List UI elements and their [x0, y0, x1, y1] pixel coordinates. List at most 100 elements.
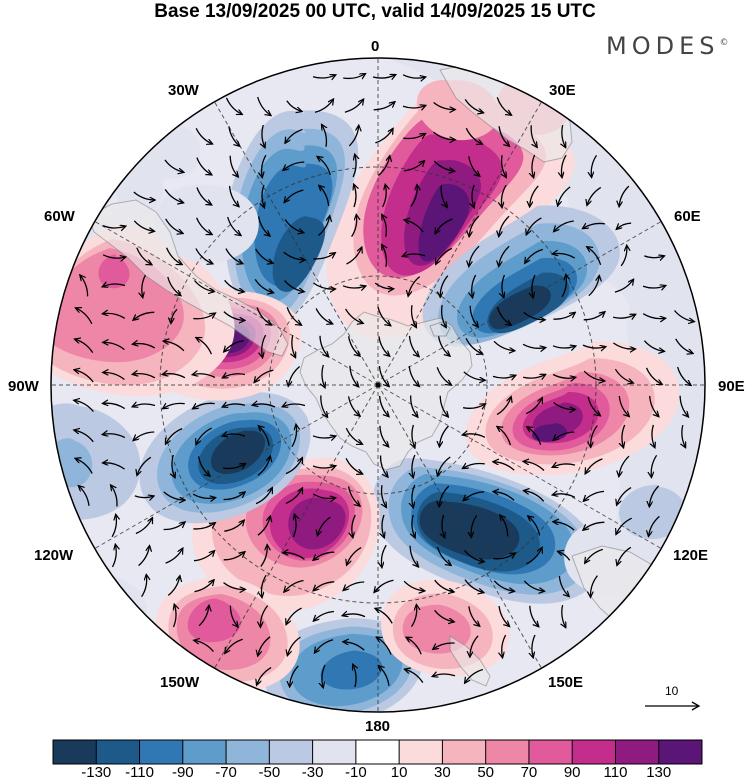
south-pole-marker	[375, 382, 381, 388]
wind-arrow	[617, 222, 632, 229]
wind-arrow	[471, 514, 478, 536]
wind-arrow	[285, 579, 304, 592]
wind-arrow	[562, 604, 566, 627]
wind-arrow	[591, 425, 598, 447]
wind-arrow	[229, 155, 238, 177]
colorbar-swatch	[442, 740, 486, 764]
colorbar-swatch	[96, 740, 140, 764]
wind-arrow	[376, 609, 393, 624]
wind-arrow	[318, 516, 331, 535]
wind-arrow	[258, 636, 271, 655]
wind-arrow	[133, 404, 156, 407]
wind-arrow	[553, 313, 574, 320]
wind-arrow	[75, 339, 94, 354]
wind-arrow	[225, 248, 242, 264]
wind-arrow	[164, 189, 183, 202]
wind-arrow	[141, 575, 147, 598]
wind-arrow	[500, 516, 509, 537]
wind-arrow	[255, 248, 273, 263]
wind-arrow	[315, 639, 334, 653]
colorbar-tick-label: -50	[258, 764, 281, 781]
wind-arrow	[502, 274, 504, 297]
wind-arrow	[134, 311, 155, 319]
meridian-30w	[214, 101, 379, 386]
wind-arrow	[171, 308, 178, 322]
wind-arrow	[111, 515, 116, 538]
wind-arrow	[347, 547, 362, 565]
wind-arrow	[286, 607, 302, 624]
wind-arrow	[312, 75, 335, 78]
reference-arrowhead	[691, 701, 701, 711]
wind-arrow	[79, 486, 90, 506]
wind-arrow	[496, 307, 510, 325]
wind-arrow	[619, 455, 630, 476]
wind-arrow	[320, 395, 327, 416]
wind-arrow	[586, 458, 603, 473]
wind-arrow	[442, 514, 444, 537]
wind-arrow	[642, 313, 665, 319]
wind-arrow	[583, 312, 605, 321]
wind-arrow	[412, 514, 415, 537]
wind-arrow	[405, 669, 424, 683]
wind-arrow	[223, 311, 244, 321]
wind-arrow	[619, 185, 630, 206]
wind-arrow	[496, 397, 511, 416]
wind-arrow	[496, 97, 511, 114]
lon-label-90w: 90W	[8, 378, 39, 395]
colorbar-swatch	[528, 740, 573, 764]
wind-arrow	[353, 665, 356, 688]
wind-arrow	[256, 307, 271, 324]
wind-arrow	[412, 424, 415, 447]
wind-arrow	[494, 492, 515, 501]
wind-arrow	[318, 157, 331, 176]
wind-arrow	[293, 515, 296, 538]
wind-arrow	[501, 184, 507, 207]
wind-arrow	[192, 493, 215, 498]
wind-arrow	[558, 186, 571, 205]
wind-arrow	[164, 341, 185, 352]
wind-arrow	[319, 186, 330, 207]
wind-vectors	[75, 74, 694, 687]
wind-arrow	[587, 186, 602, 204]
wind-arrow	[439, 395, 448, 417]
wind-arrow	[163, 491, 184, 500]
colorbar-swatch	[226, 740, 270, 764]
wind-arrow	[343, 614, 366, 617]
wind-arrow	[643, 340, 663, 352]
lon-label-180: 180	[365, 718, 391, 735]
polar-map	[50, 57, 706, 713]
wind-arrow	[319, 335, 328, 356]
wind-arrow	[679, 395, 688, 417]
wind-arrow	[498, 427, 512, 446]
wind-arrow	[410, 186, 417, 207]
wind-arrow	[525, 398, 542, 415]
wind-arrow	[524, 491, 545, 502]
wind-arrow	[312, 466, 335, 468]
colorbar-swatch	[53, 740, 97, 764]
wind-arrow	[344, 100, 363, 113]
wind-arrow	[253, 404, 276, 408]
colorbar-tick-label: -30	[301, 764, 324, 781]
wind-arrow	[349, 365, 358, 386]
lon-label-120e: 120E	[673, 547, 709, 564]
wind-arrow	[528, 517, 541, 536]
wind-arrow	[440, 185, 447, 206]
wind-arrow	[649, 395, 659, 416]
wind-arrow	[292, 334, 295, 357]
wind-arrow	[223, 464, 245, 469]
wind-arrow	[682, 424, 685, 447]
wind-arrow	[351, 215, 357, 238]
wind-arrow	[436, 367, 451, 384]
wind-arrow	[313, 282, 334, 289]
map-title: Base 13/09/2025 00 UTC, valid 14/09/2025…	[154, 1, 596, 22]
wind-arrow	[409, 545, 418, 567]
wind-arrow	[561, 275, 566, 298]
field-region	[288, 497, 346, 550]
wind-arrow	[377, 638, 392, 655]
wind-arrow	[436, 247, 453, 263]
wind-arrow	[165, 247, 182, 264]
colorbar-swatch	[269, 740, 313, 764]
wind-arrow	[348, 126, 358, 147]
wind-arrow	[561, 154, 567, 177]
wind-arrow	[103, 434, 126, 439]
